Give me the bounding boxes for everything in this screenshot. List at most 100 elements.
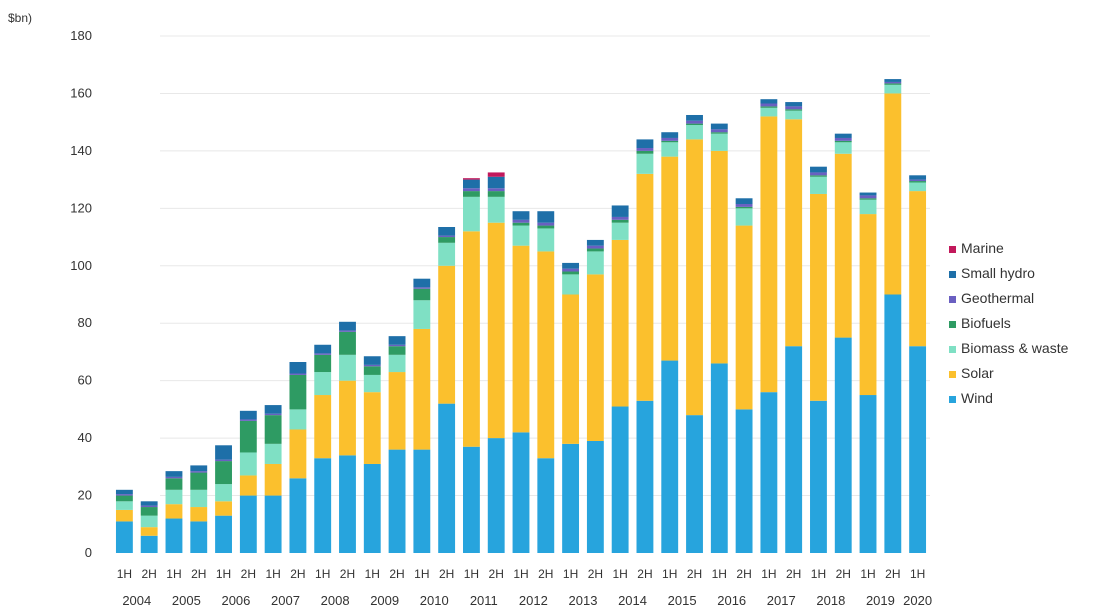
y-tick-label: 160 — [70, 85, 92, 100]
bar-segment — [487, 191, 505, 197]
x-half-label: 1H — [513, 567, 528, 581]
bar-segment — [884, 84, 902, 94]
x-half-label: 2H — [538, 567, 553, 581]
bar-segment — [909, 179, 927, 182]
y-tick-label: 40 — [78, 430, 92, 445]
bar-segment — [859, 198, 877, 200]
bar-segment — [760, 392, 778, 553]
bar-segment — [463, 231, 480, 447]
bar-segment — [562, 268, 580, 272]
x-half-label: 2H — [340, 567, 355, 581]
bar-segment — [512, 432, 530, 553]
bar-segment — [661, 360, 679, 553]
bar-segment — [686, 114, 703, 121]
x-year-label: 2007 — [271, 593, 300, 608]
legend-label: Wind — [961, 390, 993, 406]
x-year-label: 2005 — [172, 593, 201, 608]
bar-segment — [686, 120, 703, 124]
bar-segment — [661, 137, 679, 141]
x-half-label: 1H — [464, 567, 479, 581]
bar-segment — [463, 196, 480, 232]
bar-segment — [413, 287, 431, 289]
bar-segment — [834, 153, 852, 338]
bar-segment — [512, 245, 530, 433]
bar-segment — [388, 354, 406, 373]
legend-label: Small hydro — [961, 265, 1035, 281]
bar-segment — [363, 364, 381, 367]
x-half-label: 2H — [836, 567, 851, 581]
bar-segment — [760, 99, 778, 104]
bar-segment — [115, 501, 133, 510]
bar-segment — [586, 248, 604, 252]
legend-swatch — [949, 296, 956, 303]
bar-segment — [785, 106, 803, 110]
bars — [115, 79, 927, 553]
x-year-label: 2017 — [767, 593, 796, 608]
bar-segment — [190, 471, 208, 473]
bar-segment — [413, 449, 431, 553]
bar-segment — [686, 139, 703, 416]
bar-segment — [165, 489, 183, 505]
bar-segment — [264, 495, 282, 553]
bar-segment — [239, 410, 257, 420]
bar-segment — [661, 142, 679, 157]
bar-segment — [760, 106, 778, 108]
bar-segment — [239, 419, 257, 421]
bar-segment — [537, 222, 555, 226]
bar-segment — [735, 206, 753, 209]
bar-segment — [834, 137, 852, 141]
bar-segment — [636, 400, 654, 553]
bar-segment — [834, 133, 852, 138]
bar-segment — [810, 166, 827, 173]
y-tick-label: 120 — [70, 200, 92, 215]
bar-segment — [537, 228, 555, 252]
bar-segment — [339, 321, 356, 331]
x-half-label: 1H — [811, 567, 826, 581]
x-year-label: 2010 — [420, 593, 449, 608]
bar-segment — [289, 362, 307, 374]
bar-segment — [586, 239, 604, 246]
bar-segment — [438, 265, 456, 404]
bar-segment — [438, 235, 456, 238]
x-half-label: 2H — [389, 567, 404, 581]
bar-segment — [165, 476, 183, 479]
bar-segment — [785, 102, 803, 107]
bar-segment — [512, 211, 530, 220]
x-half-label: 1H — [662, 567, 677, 581]
bar-segment — [388, 346, 406, 355]
bar-segment — [314, 372, 332, 396]
legend-swatch — [949, 246, 956, 253]
bar-segment — [388, 449, 406, 553]
bar-segment — [339, 331, 356, 355]
bar-segment — [363, 366, 381, 375]
y-axis-ticks: 0 20 40 60 80 100 120 140 160 180 — [70, 28, 92, 560]
bar-segment — [115, 521, 133, 553]
bar-segment — [859, 192, 877, 196]
bar-segment — [512, 219, 530, 223]
bar-segment — [909, 182, 927, 192]
legend-swatch — [949, 371, 956, 378]
bar-segment — [239, 475, 257, 496]
legend-label: Marine — [961, 240, 1004, 256]
bar-segment — [190, 489, 208, 508]
y-tick-label: 180 — [70, 28, 92, 43]
bar-segment — [686, 125, 703, 140]
bar-segment — [413, 300, 431, 329]
bar-segment — [438, 242, 456, 266]
legend-label: Geothermal — [961, 290, 1034, 306]
bar-segment — [363, 463, 381, 553]
x-year-label: 2011 — [470, 593, 498, 608]
bar-segment — [463, 188, 480, 192]
bar-segment — [611, 239, 629, 407]
bar-segment — [810, 193, 827, 401]
bar-segment — [810, 175, 827, 177]
x-year-label: 2018 — [816, 593, 845, 608]
bar-segment — [215, 459, 232, 462]
bar-segment — [463, 178, 480, 180]
bar-segment — [115, 494, 133, 496]
x-half-label: 1H — [365, 567, 380, 581]
x-half-label: 2H — [687, 567, 702, 581]
bar-segment — [388, 336, 406, 345]
bar-segment — [884, 81, 902, 84]
x-half-label: 1H — [860, 567, 875, 581]
